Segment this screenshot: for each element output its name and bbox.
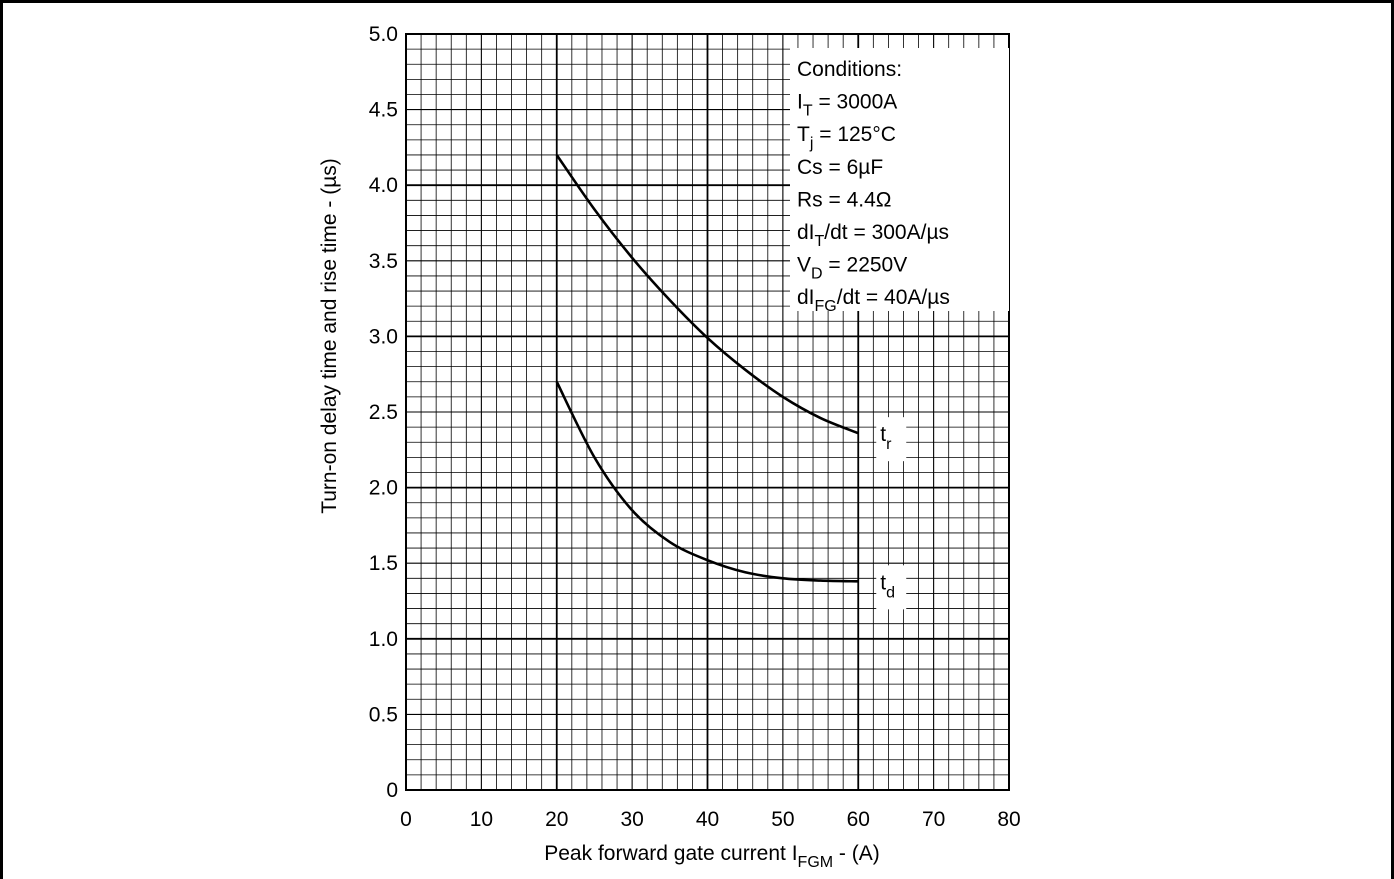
- x-tick-label: 70: [922, 808, 945, 831]
- conditions-box: Conditions: IT = 3000A Tj = 125°C Cs = 6µF R…: [790, 48, 1009, 315]
- series-tr-line: [555, 154, 859, 435]
- y-tick-label: 4.0: [369, 174, 398, 197]
- series-td-label: td: [880, 571, 895, 601]
- plot-frame: [405, 33, 1010, 791]
- y-tick-label: 1.0: [369, 628, 398, 651]
- condition-line: VD = 2250V: [797, 254, 907, 283]
- y-tick-label: 3.5: [369, 250, 398, 273]
- condition-line: Rs = 4.4Ω: [797, 188, 892, 211]
- series-label-background: [876, 417, 907, 462]
- grid: [405, 33, 1010, 791]
- x-tick-label: 10: [470, 808, 493, 831]
- y-tick-label: 2.5: [369, 401, 398, 424]
- y-tick-label: 4.5: [369, 99, 398, 122]
- y-tick-label: 0.5: [369, 703, 398, 726]
- x-tick-label: 60: [847, 808, 870, 831]
- tick-labels: 0 10 20 30 40 50 60 70 80 0 0.5 1.0 1.5 2.0 2.5 3.0 3.5 4…: [369, 23, 1021, 831]
- y-tick-label: 3.0: [369, 325, 398, 348]
- condition-line: IT = 3000A: [797, 91, 897, 120]
- axis-titles: Peak forward gate current IFGM - (A) Turn…: [318, 158, 880, 871]
- condition-line: Conditions:: [797, 58, 902, 81]
- condition-line: Cs = 6µF: [797, 156, 883, 179]
- x-tick-label: 80: [997, 808, 1020, 831]
- condition-line: Tj = 125°C: [797, 123, 896, 152]
- conditions-background: [790, 48, 1009, 311]
- y-tick-label: 1.5: [369, 552, 398, 575]
- x-tick-label: 50: [771, 808, 794, 831]
- series-tr-label: tr: [880, 423, 892, 453]
- y-tick-label: 0: [386, 779, 398, 802]
- y-tick-label: 5.0: [369, 23, 398, 46]
- x-tick-label: 30: [620, 808, 643, 831]
- x-axis-title: Peak forward gate current IFGM - (A): [544, 842, 880, 871]
- series-group: tr td: [555, 154, 907, 610]
- y-tick-label: 2.0: [369, 477, 398, 500]
- series-label-background: [876, 565, 907, 610]
- condition-line: dIT/dt = 300A/µs: [797, 221, 949, 250]
- x-tick-label: 20: [545, 808, 568, 831]
- condition-line: dIFG/dt = 40A/µs: [797, 286, 950, 315]
- x-tick-label: 40: [696, 808, 719, 831]
- x-tick-label: 0: [400, 808, 412, 831]
- series-td-line: [555, 381, 859, 583]
- y-axis-title: Turn-on delay time and rise time - (µs): [318, 158, 341, 514]
